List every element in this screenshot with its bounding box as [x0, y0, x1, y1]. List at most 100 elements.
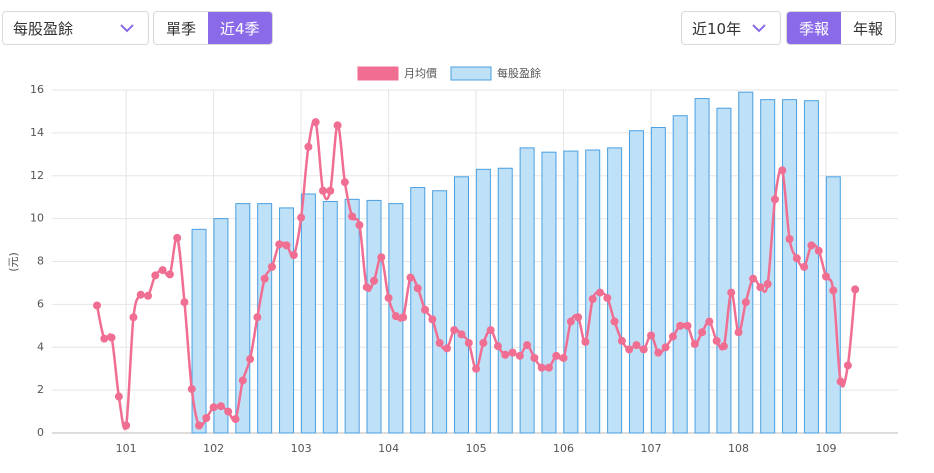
toggle-option[interactable]: 季報 [787, 12, 842, 44]
chevron [120, 24, 134, 33]
price-point [275, 240, 284, 249]
bar [628, 130, 644, 434]
range-dropdown[interactable]: 近10年 [681, 11, 781, 45]
price-point [464, 338, 473, 347]
price-point [129, 313, 138, 322]
price-point [136, 290, 145, 299]
price-point [807, 241, 816, 250]
dropdown-text: 近10年 [692, 19, 742, 38]
price-point [318, 186, 327, 195]
price-point [333, 121, 342, 130]
price-point [566, 317, 575, 326]
price-point [246, 355, 255, 364]
price-point [705, 317, 714, 326]
price-point [822, 272, 830, 281]
x-tick-label: 101 [116, 442, 137, 455]
price-point [253, 313, 262, 322]
price-point [180, 298, 189, 307]
price-point [195, 421, 204, 430]
bar [585, 149, 601, 434]
price-point [457, 330, 466, 339]
toggle-option[interactable]: 近4季 [208, 12, 272, 44]
price-point [486, 326, 495, 335]
x-tick-label: 106 [553, 442, 574, 455]
price-point [574, 313, 583, 322]
metric-dropdown[interactable]: 每股盈餘 [2, 11, 149, 45]
price-point [472, 364, 481, 373]
bar [563, 150, 579, 434]
price-point [209, 403, 218, 412]
price-point [355, 221, 364, 230]
price-point [559, 353, 568, 362]
price-point [792, 254, 801, 263]
price-point [588, 295, 597, 304]
price-point [187, 385, 196, 394]
price-point [224, 407, 233, 416]
y-tick-label: 4 [37, 340, 44, 353]
bar [497, 167, 513, 434]
x-tick-label: 103 [291, 442, 312, 455]
price-point [719, 342, 728, 351]
bar [257, 203, 273, 434]
price-point [581, 337, 590, 346]
price-point [727, 288, 736, 297]
x-tick-label: 104 [378, 442, 399, 455]
price-point [552, 351, 561, 360]
bar [803, 100, 819, 434]
price-point [814, 246, 823, 255]
price-point [413, 284, 422, 293]
y-tick-label: 2 [37, 383, 44, 396]
price-point [756, 283, 765, 292]
price-point [202, 413, 211, 422]
price-point [596, 288, 605, 297]
price-point [122, 421, 131, 430]
price-point [683, 321, 692, 330]
bar [388, 203, 404, 434]
price-point [625, 345, 634, 354]
bar [279, 207, 295, 434]
legend-swatch [450, 66, 492, 81]
price-point [617, 336, 626, 345]
bar [650, 127, 666, 434]
price-point [741, 298, 750, 307]
bar [432, 190, 448, 434]
bar [716, 107, 732, 434]
price-point [340, 178, 349, 187]
x-tick-label: 107 [641, 442, 662, 455]
price-point [377, 253, 386, 262]
y-axis-label: (元) [7, 252, 20, 272]
price-point [289, 251, 298, 260]
price-point [800, 262, 809, 271]
price-point [173, 233, 182, 242]
bar [366, 199, 382, 434]
price-point [311, 118, 320, 127]
price-point [647, 331, 656, 340]
bar [191, 228, 207, 434]
price-point [216, 402, 225, 411]
bar [410, 187, 426, 434]
price-point [326, 186, 335, 195]
y-tick-label: 0 [37, 426, 44, 439]
price-point [282, 241, 291, 250]
chevron [752, 24, 766, 33]
price-point [843, 361, 852, 370]
bar [322, 200, 338, 434]
price-point [690, 340, 699, 349]
bar [738, 91, 754, 434]
x-tick-label: 109 [816, 442, 837, 455]
price-point [348, 212, 357, 221]
bar [694, 98, 710, 434]
price-point [603, 293, 612, 302]
price-point [165, 270, 174, 279]
toggle-option[interactable]: 年報 [853, 19, 884, 38]
price-point [428, 315, 437, 324]
price-point [406, 273, 415, 282]
price-point [151, 271, 160, 280]
bar [607, 147, 623, 434]
toggle-option[interactable]: 單季 [166, 19, 197, 38]
bar [519, 147, 535, 434]
bar [213, 218, 229, 434]
legend-label: 每股盈餘 [497, 66, 541, 80]
price-point [362, 283, 371, 292]
